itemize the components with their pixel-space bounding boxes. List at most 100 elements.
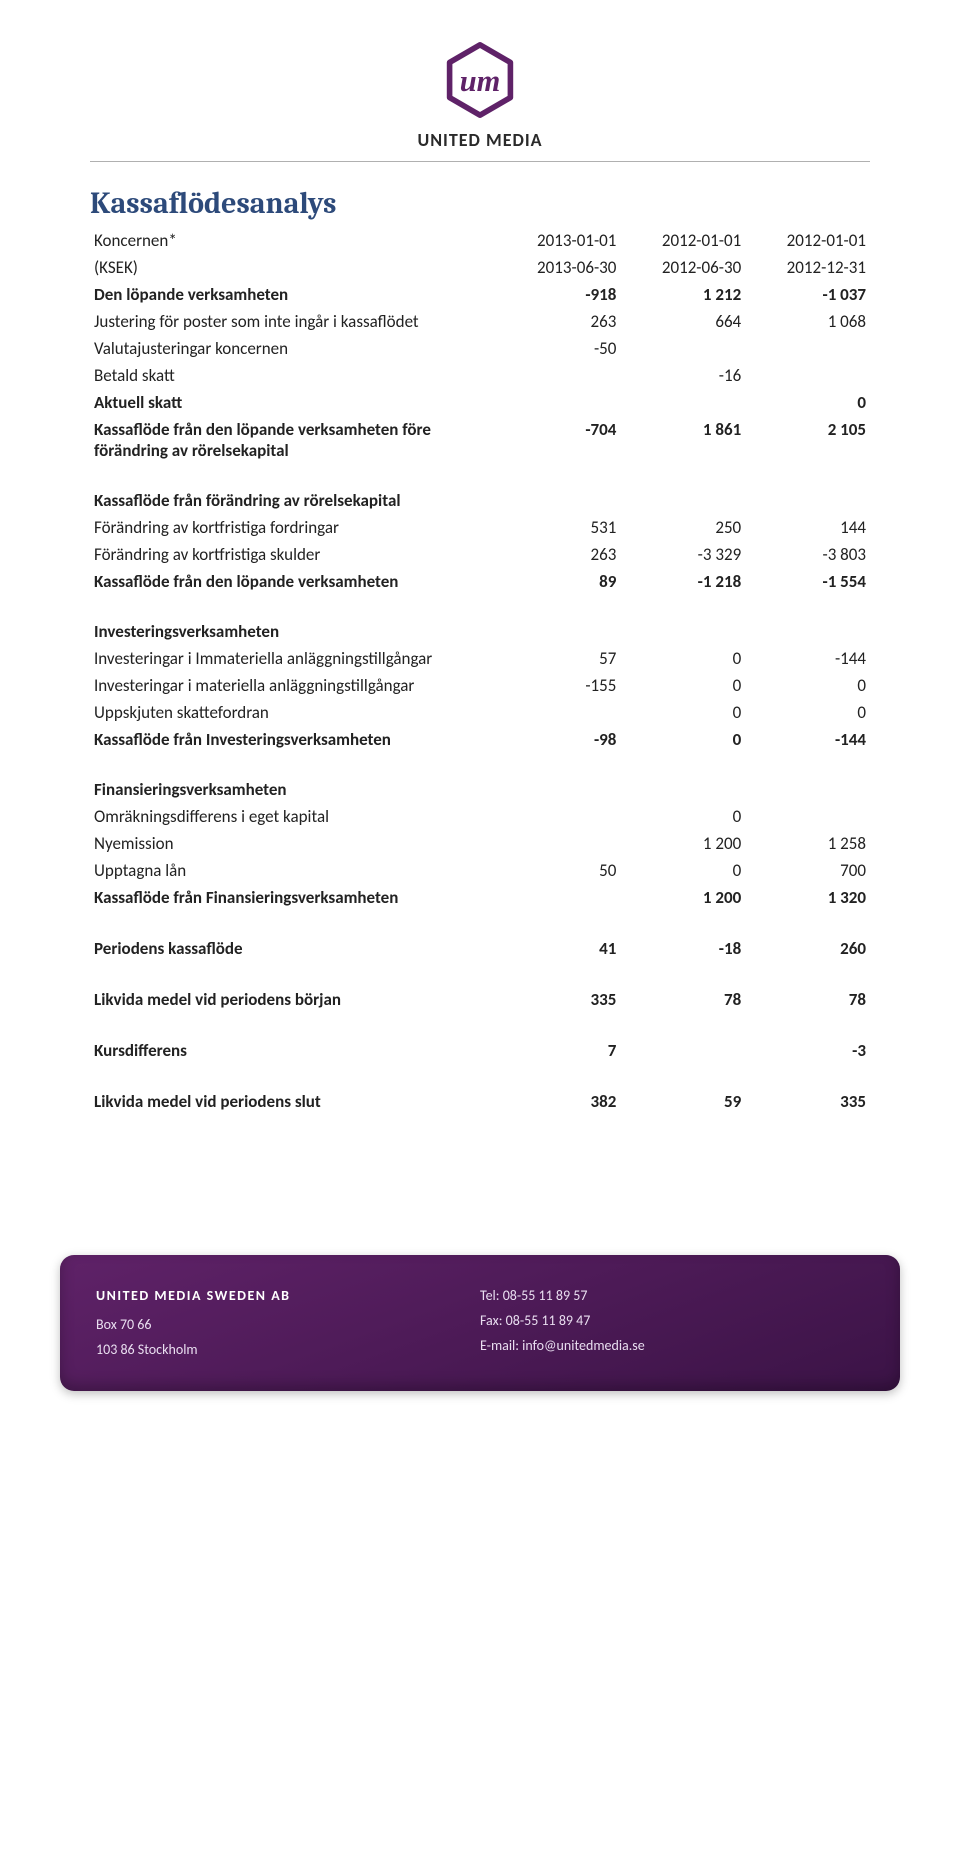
footer-card: UNITED MEDIA SWEDEN AB Box 70 66 103 86 …	[60, 1255, 900, 1391]
table-row: Kassaflöde från den löpande verksamheten…	[90, 416, 870, 464]
table-row: Betald skatt-16	[90, 362, 870, 389]
row-c2: -3 329	[620, 541, 745, 568]
row-c3	[745, 335, 870, 362]
row-c1: -704	[496, 416, 621, 464]
row-c1: 41	[496, 935, 621, 962]
col1-header-bot: 2013-06-30	[496, 254, 621, 281]
row-c1: 335	[496, 986, 621, 1013]
row-c2	[620, 1037, 745, 1064]
row-c2: 59	[620, 1088, 745, 1115]
row-c3: 1 068	[745, 308, 870, 335]
row-c2: 0	[620, 672, 745, 699]
row-c2: 0	[620, 803, 745, 830]
brand-name: UNITED MEDIA	[90, 129, 870, 151]
col2-header-top: 2012-01-01	[620, 227, 745, 254]
row-c1	[496, 699, 621, 726]
table-row: Likvida medel vid periodens slut38259335	[90, 1088, 870, 1115]
table-row: Investeringar i Immateriella anläggnings…	[90, 645, 870, 672]
row-label: Omräkningsdifferens i eget kapital	[90, 803, 496, 830]
row-label: Kassaflöde från den löpande verksamheten	[90, 568, 496, 595]
row-c2	[620, 389, 745, 416]
row-c2: 0	[620, 699, 745, 726]
table-row: Valutajusteringar koncernen-50	[90, 335, 870, 362]
row-c3: 144	[745, 514, 870, 541]
table-row: Justering för poster som inte ingår i ka…	[90, 308, 870, 335]
row-c3: 78	[745, 986, 870, 1013]
row-label: Likvida medel vid periodens slut	[90, 1088, 496, 1115]
row-c2: 1 212	[620, 281, 745, 308]
row-c2: -16	[620, 362, 745, 389]
row-c3: 1 320	[745, 884, 870, 911]
table-row: Den löpande verksamheten-9181 212-1 037	[90, 281, 870, 308]
row-label: Upptagna lån	[90, 857, 496, 884]
row-label: Kursdifferens	[90, 1037, 496, 1064]
brand-header: um UNITED MEDIA	[90, 40, 870, 151]
row-label: Periodens kassaflöde	[90, 935, 496, 962]
row-c2: 1 200	[620, 830, 745, 857]
row-label: Förändring av kortfristiga skulder	[90, 541, 496, 568]
footer-tel: Tel: 08-55 11 89 57	[480, 1283, 864, 1308]
cashflow-table: Koncernen*2013-01-012012-01-012012-01-01…	[90, 227, 870, 1115]
section-header: Investeringsverksamheten	[90, 595, 870, 645]
row-c3: 2 105	[745, 416, 870, 464]
row-c3: 0	[745, 389, 870, 416]
row-c3: 1 258	[745, 830, 870, 857]
row-c1: 382	[496, 1088, 621, 1115]
col1-header-top: 2013-01-01	[496, 227, 621, 254]
row-c1: 263	[496, 308, 621, 335]
row-c1: -50	[496, 335, 621, 362]
row-c1: 50	[496, 857, 621, 884]
row-c1: -98	[496, 726, 621, 753]
footer-fax-label: Fax:	[480, 1312, 502, 1329]
col3-header-bot: 2012-12-31	[745, 254, 870, 281]
footer-tel-value: 08-55 11 89 57	[503, 1287, 588, 1304]
row-c3: 700	[745, 857, 870, 884]
row-c3: 0	[745, 672, 870, 699]
row-c3: -1 554	[745, 568, 870, 595]
header-divider	[90, 161, 870, 162]
row-c1: 57	[496, 645, 621, 672]
row-c1	[496, 830, 621, 857]
row-c2: 1 200	[620, 884, 745, 911]
footer-contact-col: Tel: 08-55 11 89 57 Fax: 08-55 11 89 47 …	[480, 1283, 864, 1363]
footer-address-2: 103 86 Stockholm	[96, 1337, 480, 1362]
row-label: Justering för poster som inte ingår i ka…	[90, 308, 496, 335]
row-c2	[620, 335, 745, 362]
row-c1	[496, 803, 621, 830]
row-c1: 7	[496, 1037, 621, 1064]
row-c3: 0	[745, 699, 870, 726]
col3-header-top: 2012-01-01	[745, 227, 870, 254]
row-label: Valutajusteringar koncernen	[90, 335, 496, 362]
row-c2: 250	[620, 514, 745, 541]
table-row: Investeringar i materiella anläggningsti…	[90, 672, 870, 699]
row-c2: 78	[620, 986, 745, 1013]
footer-email: E-mail: info@unitedmedia.se	[480, 1333, 864, 1358]
row-c3	[745, 362, 870, 389]
row-label: Kassaflöde från den löpande verksamheten…	[90, 416, 496, 464]
row-c1: 263	[496, 541, 621, 568]
header-ksek: (KSEK)	[90, 254, 496, 281]
row-c1: 531	[496, 514, 621, 541]
row-c3: 260	[745, 935, 870, 962]
header-concern: Koncernen*	[90, 227, 496, 254]
row-c2: -1 218	[620, 568, 745, 595]
footer-company: UNITED MEDIA SWEDEN AB	[96, 1283, 480, 1308]
table-row: Förändring av kortfristiga fordringar531…	[90, 514, 870, 541]
logo-letters: um	[460, 64, 501, 98]
row-c1	[496, 884, 621, 911]
table-row: Aktuell skatt 0	[90, 389, 870, 416]
row-c3: 335	[745, 1088, 870, 1115]
row-label: Investeringar i Immateriella anläggnings…	[90, 645, 496, 672]
row-label: Aktuell skatt	[90, 389, 496, 416]
row-c1: 89	[496, 568, 621, 595]
row-c1	[496, 389, 621, 416]
section-header: Kassaflöde från förändring av rörelsekap…	[90, 464, 870, 514]
row-label: Nyemission	[90, 830, 496, 857]
footer-address-col: UNITED MEDIA SWEDEN AB Box 70 66 103 86 …	[96, 1283, 480, 1363]
row-c2: 0	[620, 857, 745, 884]
row-label: Den löpande verksamheten	[90, 281, 496, 308]
row-c3: -144	[745, 645, 870, 672]
row-c1: -155	[496, 672, 621, 699]
row-c2: 0	[620, 645, 745, 672]
footer-tel-label: Tel:	[480, 1287, 500, 1304]
